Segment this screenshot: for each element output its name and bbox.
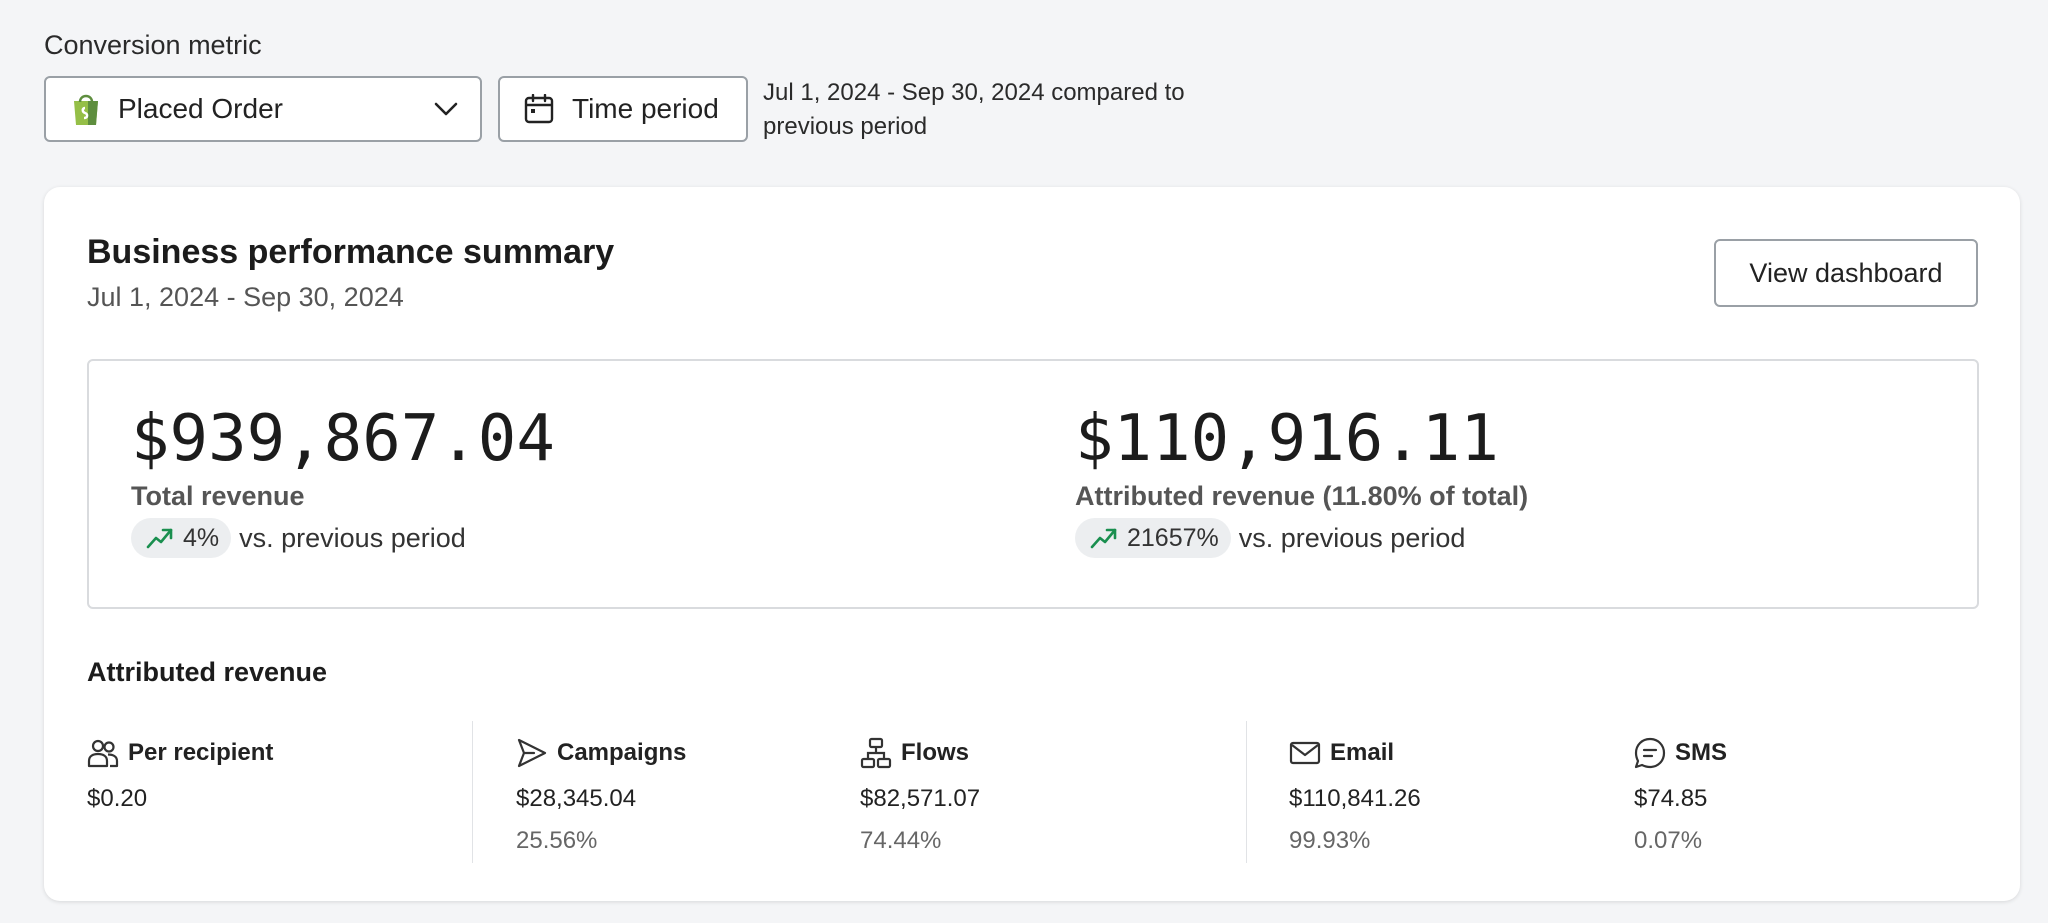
attributed-revenue-title: Attributed revenue (87, 657, 328, 687)
attributed-revenue-delta: 21657% (1127, 523, 1219, 552)
total-revenue-delta: 4% (183, 523, 220, 552)
total-revenue-label: Total revenue (131, 481, 305, 511)
send-icon (517, 738, 547, 768)
mail-icon (1289, 741, 1321, 765)
view-dashboard-button[interactable]: View dashboard (1714, 239, 1978, 307)
attributed-revenue-delta-suffix: vs. previous period (1238, 522, 1466, 553)
chevron-down-icon (434, 102, 458, 116)
chat-icon (1634, 737, 1666, 769)
email-value: $110,841.26 (1289, 785, 1421, 812)
flows-label: Flows (901, 739, 970, 766)
attributed-revenue-label: Attributed revenue (11.80% of total) (1075, 481, 1529, 511)
per-recipient-value: $0.20 (87, 785, 148, 812)
total-revenue-delta-badge: 4% (131, 518, 232, 558)
campaigns-value: $28,345.04 (516, 785, 637, 812)
flow-icon (860, 737, 892, 769)
email-share: 99.93% (1289, 827, 1371, 854)
time-period-label: Time period (572, 93, 719, 124)
attributed-revenue-metric: $110,916.11 Attributed revenue (11.80% o… (1075, 401, 1528, 558)
flows-share: 74.44% (860, 827, 942, 854)
stat-divider (472, 721, 473, 863)
business-performance-card: Business performance summary Jul 1, 2024… (44, 187, 2020, 901)
conversion-metric-label: Conversion metric (44, 30, 262, 60)
campaigns-stat: Campaigns $28,345.04 25.56% (516, 735, 686, 855)
attributed-revenue-delta-row: 21657% vs. previous period (1075, 518, 1528, 558)
per-recipient-label: Per recipient (128, 739, 274, 766)
shopify-bag-icon (74, 94, 98, 125)
total-revenue-value: $939,867.04 (131, 402, 555, 476)
attributed-revenue-value: $110,916.11 (1075, 402, 1499, 476)
stat-divider (1246, 721, 1247, 863)
period-comparison-text: Jul 1, 2024 - Sep 30, 2024 compared to p… (763, 79, 1185, 140)
campaigns-share: 25.56% (516, 827, 598, 854)
flows-stat: Flows $82,571.07 74.44% (860, 735, 980, 855)
flows-value: $82,571.07 (860, 785, 981, 812)
sms-value: $74.85 (1634, 785, 1708, 812)
users-icon (87, 739, 119, 768)
time-period-button[interactable]: Time period (498, 76, 748, 142)
trend-up-icon (1090, 528, 1117, 549)
card-title: Business performance summary (87, 233, 615, 271)
attributed-revenue-delta-badge: 21657% (1075, 518, 1231, 558)
total-revenue-delta-suffix: vs. previous period (239, 522, 466, 553)
sms-stat: SMS $74.85 0.07% (1634, 735, 1727, 855)
conversion-metric-value: Placed Order (118, 93, 283, 124)
conversion-metric-select[interactable]: Placed Order (44, 76, 482, 142)
total-revenue-delta-row: 4% vs. previous period (131, 518, 555, 558)
trend-up-icon (146, 528, 173, 549)
sms-share: 0.07% (1634, 827, 1703, 854)
card-date-range: Jul 1, 2024 - Sep 30, 2024 (87, 282, 404, 312)
revenue-metrics-box: $939,867.04 Total revenue 4% vs. previou… (87, 359, 1979, 609)
campaigns-label: Campaigns (557, 739, 687, 766)
sms-label: SMS (1675, 739, 1728, 766)
per-recipient-stat: Per recipient $0.20 (87, 735, 273, 813)
email-stat: Email $110,841.26 99.93% (1289, 735, 1421, 855)
calendar-icon (524, 94, 554, 124)
total-revenue-metric: $939,867.04 Total revenue 4% vs. previou… (131, 401, 555, 558)
email-label: Email (1330, 739, 1395, 766)
